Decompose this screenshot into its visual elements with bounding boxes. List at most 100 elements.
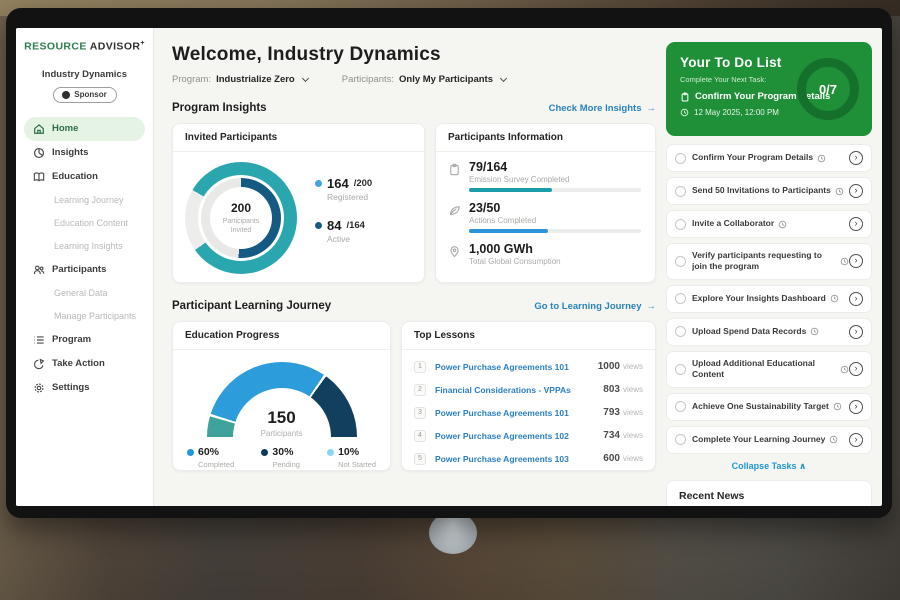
chevron-down-icon <box>301 74 309 82</box>
recent-news-title: Recent News <box>667 481 871 506</box>
todo-summary-card: Your To Do List Complete Your Next Task:… <box>666 42 872 136</box>
stat-actions-completed: 23/50 Actions Completed <box>448 201 641 233</box>
sidebar-item-settings[interactable]: Settings <box>24 376 145 400</box>
clock-icon <box>811 328 819 336</box>
lesson-views: 1000 <box>597 361 620 372</box>
clock-icon <box>830 295 839 303</box>
go-to-learning-journey-link[interactable]: Go to Learning Journey → <box>534 300 656 312</box>
clock-icon <box>817 154 826 162</box>
todo-task-item[interactable]: Verify participants requesting to join t… <box>666 243 872 280</box>
legend-dot <box>327 448 335 456</box>
todo-next-task: Confirm Your Program Details <box>680 91 858 102</box>
lesson-rank-badge: 2 <box>414 383 426 396</box>
todo-task-item[interactable]: Confirm Your Program Details › <box>666 144 872 172</box>
task-chevron-button[interactable]: › <box>849 362 863 377</box>
sidebar-item-program[interactable]: Program <box>24 328 145 352</box>
todo-task-item[interactable]: Explore Your Insights Dashboard › <box>666 284 872 313</box>
sidebar-item-general-data[interactable]: General Data <box>54 288 108 298</box>
dashboard-screen: RESOURCE ADVISOR+ Industry Dynamics Spon… <box>16 28 882 506</box>
legend-dot <box>261 448 269 456</box>
task-checkbox[interactable] <box>675 255 686 267</box>
progress-track <box>469 229 641 233</box>
clock-icon <box>778 220 787 228</box>
clock-icon <box>840 257 849 266</box>
invited-donut-chart: 200 Participants Invited <box>185 162 297 274</box>
clock-icon <box>830 436 838 444</box>
lesson-views: 734 <box>603 430 620 441</box>
participants-dropdown[interactable]: Participants: Only My Participants <box>342 74 508 85</box>
legend-dot <box>315 222 322 229</box>
actions-leaf-icon <box>450 206 460 215</box>
sidebar-item-participants[interactable]: Participants <box>24 258 145 282</box>
card-title: Top Lessons <box>402 322 655 350</box>
task-chevron-button[interactable]: › <box>849 217 863 231</box>
legend-item: 60% Completed <box>187 446 234 469</box>
check-more-insights-link[interactable]: Check More Insights → <box>548 102 657 114</box>
legend-dot <box>315 180 322 187</box>
progress-fill <box>469 229 549 233</box>
home-icon <box>34 123 44 134</box>
lesson-row: 5 Power Purchase Agreements 103 600 view… <box>414 447 643 470</box>
sidebar-item-manage-participants[interactable]: Manage Participants <box>54 311 137 321</box>
todo-task-item[interactable]: Upload Spend Data Records › <box>666 317 872 346</box>
task-chevron-button[interactable]: › <box>849 254 863 269</box>
task-checkbox[interactable] <box>675 363 686 375</box>
todo-progress-ring: 0/7 <box>797 58 859 120</box>
task-checkbox[interactable] <box>675 401 686 413</box>
task-chevron-button[interactable]: › <box>849 399 863 414</box>
task-checkbox[interactable] <box>675 218 686 230</box>
task-chevron-button[interactable]: › <box>849 291 863 306</box>
chevron-down-icon <box>499 74 508 82</box>
task-checkbox[interactable] <box>675 434 686 446</box>
legend-registered: 164 /200 Registered <box>315 176 372 202</box>
lesson-link[interactable]: Power Purchase Agreements 103 <box>435 453 569 464</box>
sidebar-item-home[interactable]: Home <box>24 116 145 141</box>
todo-task-item[interactable]: Send 50 Invitations to Participants › <box>666 177 872 205</box>
task-checkbox[interactable] <box>675 326 686 338</box>
lesson-link[interactable]: Power Purchase Agreements 101 <box>435 361 569 372</box>
sidebar-item-insights[interactable]: Insights <box>24 141 145 165</box>
sidebar-item-take-action[interactable]: Take Action <box>24 352 145 376</box>
clock-icon <box>840 365 849 374</box>
sidebar-item-education-content[interactable]: Education Content <box>54 218 129 228</box>
location-pin-icon <box>450 246 459 258</box>
survey-clipboard-icon <box>450 163 459 176</box>
task-chevron-button[interactable]: › <box>849 432 863 447</box>
sidebar-item-education[interactable]: Education <box>24 165 145 189</box>
stat-emission-survey: 79/164 Emission Survey Completed <box>448 160 641 192</box>
sponsor-icon <box>62 90 71 99</box>
task-chevron-button[interactable]: › <box>849 324 863 339</box>
gauge-center-value: 150 <box>267 408 296 427</box>
collapse-tasks-link[interactable]: Collapse Tasks ∧ <box>731 460 807 471</box>
lesson-row: 2 Financial Considerations - VPPAs 803 v… <box>414 378 643 401</box>
arrow-right-icon: → <box>646 102 657 114</box>
task-chevron-button[interactable]: › <box>849 184 863 198</box>
lesson-link[interactable]: Power Purchase Agreements 101 <box>435 407 569 418</box>
clipboard-icon <box>681 91 689 101</box>
donut-center-label: Participants Invited <box>222 217 260 234</box>
todo-task-item[interactable]: Complete Your Learning Journey › <box>666 425 872 454</box>
invited-legend: 164 /200 Registered 84 /164 <box>315 176 372 260</box>
lesson-link[interactable]: Power Purchase Agreements 102 <box>435 430 569 441</box>
recent-news-card: Recent News <box>666 479 872 506</box>
task-chevron-button[interactable]: › <box>849 151 863 165</box>
todo-task-item[interactable]: Upload Additional Educational Content › <box>666 350 872 388</box>
progress-fill <box>469 188 552 192</box>
lesson-link[interactable]: Financial Considerations - VPPAs <box>435 384 571 395</box>
sidebar-item-learning-insights[interactable]: Learning Insights <box>54 241 123 251</box>
legend-item: 10% Not Started <box>327 446 376 469</box>
sidebar-item-learning-journey[interactable]: Learning Journey <box>54 195 124 205</box>
program-dropdown[interactable]: Program: Industrialize Zero <box>172 74 309 85</box>
todo-column: Your To Do List Complete Your Next Task:… <box>666 28 872 506</box>
todo-task-item[interactable]: Invite a Collaborator › <box>666 210 872 238</box>
task-checkbox[interactable] <box>675 152 686 164</box>
education-legend: 60% Completed 30% Pending 10% Not <box>173 438 390 469</box>
todo-task-list: Confirm Your Program Details › Send 50 I… <box>666 144 872 454</box>
task-checkbox[interactable] <box>675 293 686 305</box>
card-title: Invited Participants <box>173 124 424 152</box>
task-checkbox[interactable] <box>675 185 686 197</box>
lesson-views: 793 <box>603 407 620 418</box>
insights-icon <box>33 147 45 158</box>
sponsor-badge: Sponsor <box>52 86 117 103</box>
todo-task-item[interactable]: Achieve One Sustainability Target › <box>666 392 872 421</box>
